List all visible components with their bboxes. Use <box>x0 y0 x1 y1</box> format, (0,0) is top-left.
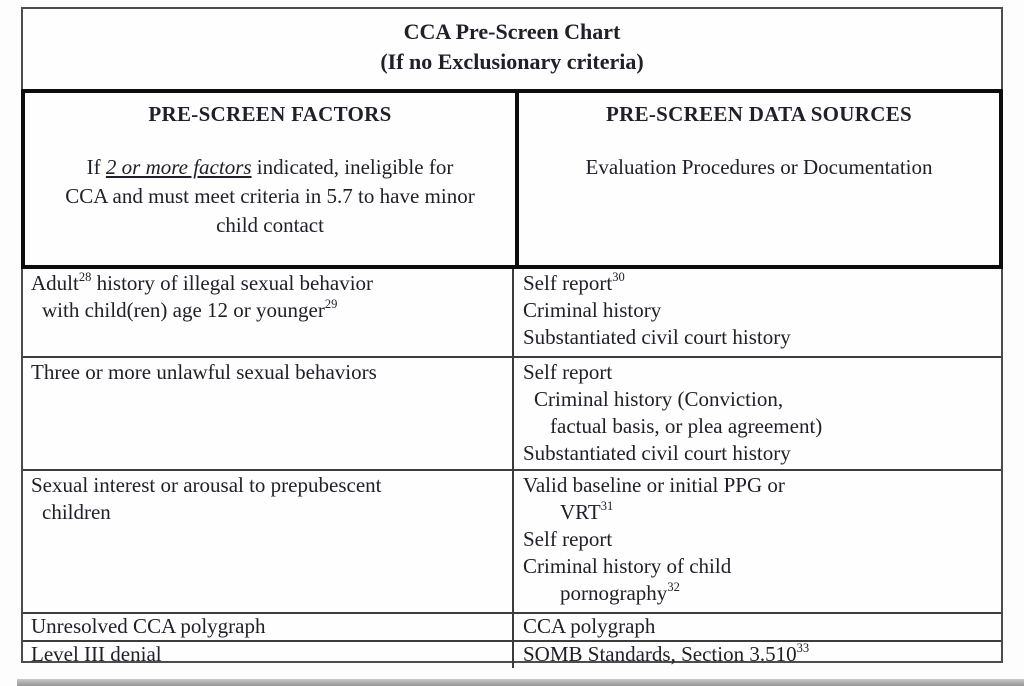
text-line: Three or more unlawful sexual behaviors <box>31 360 377 384</box>
table-row: Unresolved CCA polygraph CCA polygraph <box>23 612 1001 640</box>
text-line: children <box>42 500 111 524</box>
factor-cell: Adult28 history of illegal sexual behavi… <box>23 269 514 356</box>
factor-cell: Sexual interest or arousal to prepubesce… <box>23 471 514 612</box>
footnote-ref: 30 <box>612 270 625 284</box>
header-row: PRE-SCREEN FACTORS If 2 or more factors … <box>21 89 1003 269</box>
text-line: CCA polygraph <box>523 614 656 638</box>
text-line: Substantiated civil court history <box>523 441 791 465</box>
text-line: Substantiated civil court history <box>523 325 791 349</box>
factor-cell: Level III denial <box>23 642 514 668</box>
factors-note-line: If 2 or more factors indicated, ineligib… <box>86 155 454 179</box>
emphasized-text: 2 or more factors <box>105 155 252 179</box>
table-row: Level III denial SOMB Standards, Section … <box>23 640 1001 668</box>
source-cell: Valid baseline or initial PPG or VRT31 Sel… <box>514 471 1001 612</box>
text-line: Criminal history (Conviction, <box>534 387 784 411</box>
title-line-2: (If no Exclusionary criteria) <box>380 49 644 74</box>
footnote-ref: 29 <box>324 297 338 311</box>
factors-header-cell: PRE-SCREEN FACTORS If 2 or more factors … <box>25 93 519 265</box>
source-cell: CCA polygraph <box>514 614 1001 640</box>
text-line: Self report30 <box>523 270 625 295</box>
text-line: Criminal history of child <box>523 554 732 578</box>
source-cell: Self report Criminal history (Conviction,… <box>514 358 1001 469</box>
text-line: VRT31 <box>560 499 614 524</box>
table-body: Adult28 history of illegal sexual behavi… <box>23 269 1001 668</box>
factors-heading: PRE-SCREEN FACTORS <box>148 102 392 126</box>
footnote-ref: 31 <box>600 499 614 513</box>
cca-prescreen-chart-table: CCA Pre-Screen Chart (If no Exclusionary… <box>21 7 1003 668</box>
text-line: with child(ren) age 12 or younger29 <box>42 297 338 322</box>
text-line: Valid baseline or initial PPG or <box>523 473 785 497</box>
text-line: Self report <box>523 360 613 384</box>
text-line: factual basis, or plea agreement) <box>550 414 823 438</box>
text-line: Self report <box>523 527 613 551</box>
sources-header-cell: PRE-SCREEN DATA SOURCES Evaluation Proce… <box>519 93 999 265</box>
source-cell: Self report30 Criminal history Substantiat… <box>514 269 1001 356</box>
source-cell: SOMB Standards, Section 3.51033 <box>514 642 1001 668</box>
text-line: Level III denial <box>31 642 162 666</box>
factors-note-line: CCA and must meet criteria in 5.7 to hav… <box>65 184 475 208</box>
table-title: CCA Pre-Screen Chart (If no Exclusionary… <box>23 9 1001 89</box>
text-line: SOMB Standards, Section 3.51033 <box>523 641 810 666</box>
footnote-ref: 33 <box>796 641 810 655</box>
footnote-ref: 28 <box>78 270 92 284</box>
factors-note-line: child contact <box>216 213 324 237</box>
table-row: Three or more unlawful sexual behaviors S… <box>23 356 1001 469</box>
table-row: Sexual interest or arousal to prepubesce… <box>23 469 1001 612</box>
sources-note: Evaluation Procedures or Documentation <box>585 155 933 179</box>
text-line: Criminal history <box>523 298 662 322</box>
text-line: Sexual interest or arousal to prepubesce… <box>31 473 382 497</box>
text-line: Adult28 history of illegal sexual behavi… <box>31 270 374 295</box>
title-line-1: CCA Pre-Screen Chart <box>403 19 621 44</box>
table-row: Adult28 history of illegal sexual behavi… <box>23 269 1001 356</box>
sources-heading: PRE-SCREEN DATA SOURCES <box>605 102 912 126</box>
scan-artifact-band <box>17 679 1024 686</box>
factor-cell: Three or more unlawful sexual behaviors <box>23 358 514 469</box>
factor-cell: Unresolved CCA polygraph <box>23 614 514 640</box>
factors-note: If 2 or more factors indicated, ineligib… <box>25 153 515 240</box>
footnote-ref: 32 <box>667 580 680 594</box>
text-line: Unresolved CCA polygraph <box>31 614 266 638</box>
text-line: pornography32 <box>560 580 680 605</box>
